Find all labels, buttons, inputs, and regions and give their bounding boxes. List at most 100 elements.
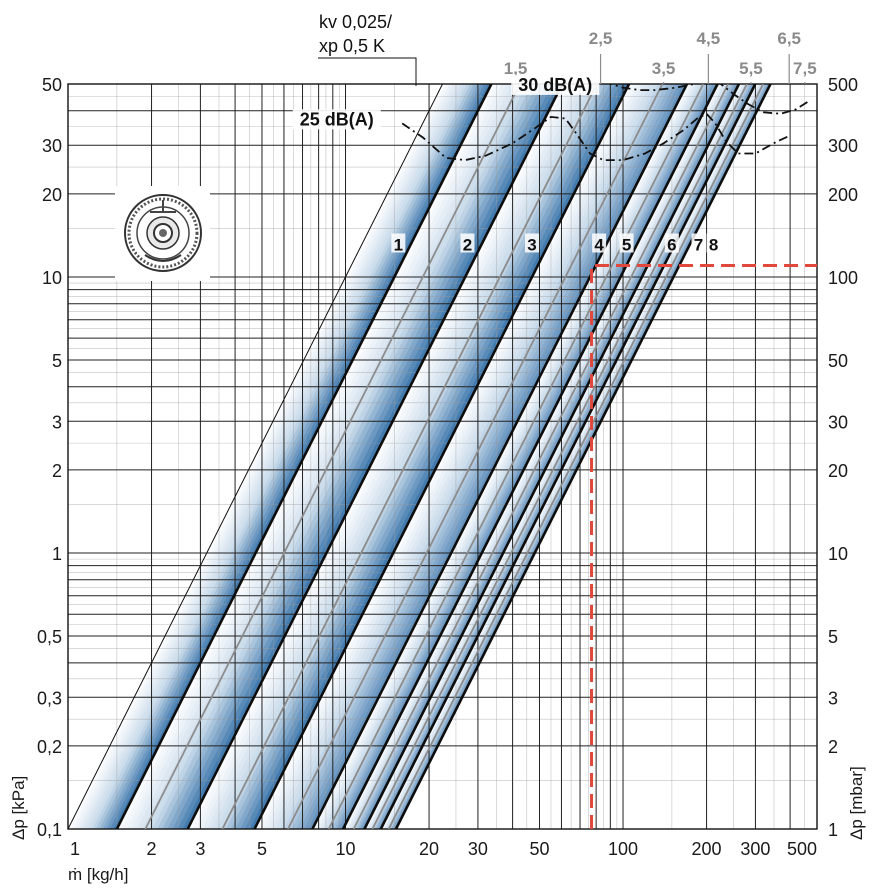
band-strip [316, 84, 695, 829]
x-tick-label: 200 [692, 839, 722, 859]
curve-label-4: 4 [594, 235, 604, 254]
band-strip [258, 84, 638, 829]
band-strip [157, 84, 538, 829]
band-strip [321, 84, 699, 829]
band-strip [300, 84, 680, 829]
y-left-tick-label: 30 [42, 136, 62, 156]
band-strip [279, 84, 659, 829]
curve-6-5 [371, 84, 748, 829]
curve-label-bg [664, 233, 679, 253]
x-tick-label: 100 [608, 839, 638, 859]
curve-label-3: 3 [527, 235, 536, 254]
setting-label: 2,5 [589, 29, 613, 48]
curve-label-bg [706, 233, 721, 253]
curve-4-5 [327, 84, 705, 829]
band-strip [235, 84, 616, 829]
band-strip [85, 84, 465, 829]
curve-label-2: 2 [463, 235, 472, 254]
band-strip [95, 84, 475, 829]
y-right-tick-label: 500 [828, 75, 858, 95]
band-strip [266, 84, 647, 829]
band-strip [74, 84, 454, 829]
band-strip [325, 84, 703, 829]
band-strip [99, 84, 479, 829]
band-strip [68, 84, 447, 829]
y-left-tick-label: 5 [52, 351, 62, 371]
x-tick-label: 5 [257, 839, 267, 859]
y-right-tick-label: 200 [828, 185, 858, 205]
y-right-tick-label: 300 [828, 136, 858, 156]
noise-label-bg [292, 109, 381, 130]
y-left-tick-label: 0,5 [37, 627, 62, 647]
curve-2 [186, 84, 564, 829]
band-strip [338, 84, 716, 829]
y-left-tick-label: 1 [52, 544, 62, 564]
band-strip [216, 84, 597, 829]
noise-lines [401, 84, 810, 162]
band-strip [126, 84, 508, 829]
band-strip [92, 84, 472, 829]
band-strip [262, 84, 643, 829]
y-right-axis-label: Δp [mbar] [847, 766, 866, 840]
band-strip [275, 84, 655, 829]
curve-8 [394, 84, 772, 829]
y-left-tick-label: 10 [42, 268, 62, 288]
y-left-tick-label: 2 [52, 461, 62, 481]
band-strip [88, 84, 468, 829]
x-tick-label: 10 [335, 839, 355, 859]
x-tick-label: 2 [147, 839, 157, 859]
curve-3-5 [287, 84, 664, 829]
y-right-tick-label: 5 [828, 627, 838, 647]
band-strip [162, 84, 543, 829]
band-2 [116, 84, 563, 829]
curve-label-bg [525, 233, 540, 253]
curve-6 [363, 84, 741, 829]
y-left-axis-label: Δp [kPa] [9, 776, 28, 840]
y-left-tick-label: 0,1 [37, 820, 62, 840]
band-strip [202, 84, 582, 829]
y-left-tick-label: 50 [42, 75, 62, 95]
band-strip [152, 84, 533, 829]
reference-line-kv [68, 84, 443, 829]
curve-7 [379, 84, 757, 829]
y-right-tick-label: 3 [828, 688, 838, 708]
band-strip [132, 84, 513, 829]
y-left-tick-label: 0,3 [37, 688, 62, 708]
band-strip [206, 84, 587, 829]
annotations [318, 54, 817, 829]
band-strip [319, 84, 697, 829]
characteristic-curves [68, 84, 772, 829]
curve-1-5 [144, 84, 521, 829]
band-strip [197, 84, 578, 829]
x-tick-label: 300 [740, 839, 770, 859]
band-strip [109, 84, 489, 829]
x-tick-label: 3 [195, 839, 205, 859]
band-strip [172, 84, 553, 829]
y-right-tick-label: 30 [828, 412, 848, 432]
band-strip [332, 84, 710, 829]
noise-line-1 [401, 112, 791, 162]
band-strip [291, 84, 671, 829]
curve-7-5 [387, 84, 764, 829]
noise-label-1: 25 dB(A) [300, 109, 374, 129]
band-strip [230, 84, 611, 829]
x-tick-label: 20 [419, 839, 439, 859]
curve-1 [115, 84, 493, 829]
curve-label-bg [391, 233, 406, 253]
band-strip [323, 84, 701, 829]
kv-label-line1: kv 0,025/ [319, 12, 392, 32]
band-strip [225, 84, 606, 829]
setting-label: 6,5 [777, 29, 801, 48]
text-layer: 1 2 3 5 10 20 30 50 100 200 300 500 0,1 0,2 0,3 0,5 1 2 3 5… [9, 12, 866, 884]
noise-line-2 [608, 84, 810, 115]
curve-label-bg [460, 233, 475, 253]
kv-label-leader [318, 57, 417, 86]
curve-label-6: 6 [667, 235, 676, 254]
y-right-tick-label: 1 [828, 820, 838, 840]
curve-label-1: 1 [394, 235, 403, 254]
setting-label: 4,5 [697, 29, 721, 48]
setting-label: 5,5 [739, 59, 763, 78]
x-axis-label: ṁ [kg/h] [68, 865, 128, 884]
curve-5 [341, 84, 719, 829]
